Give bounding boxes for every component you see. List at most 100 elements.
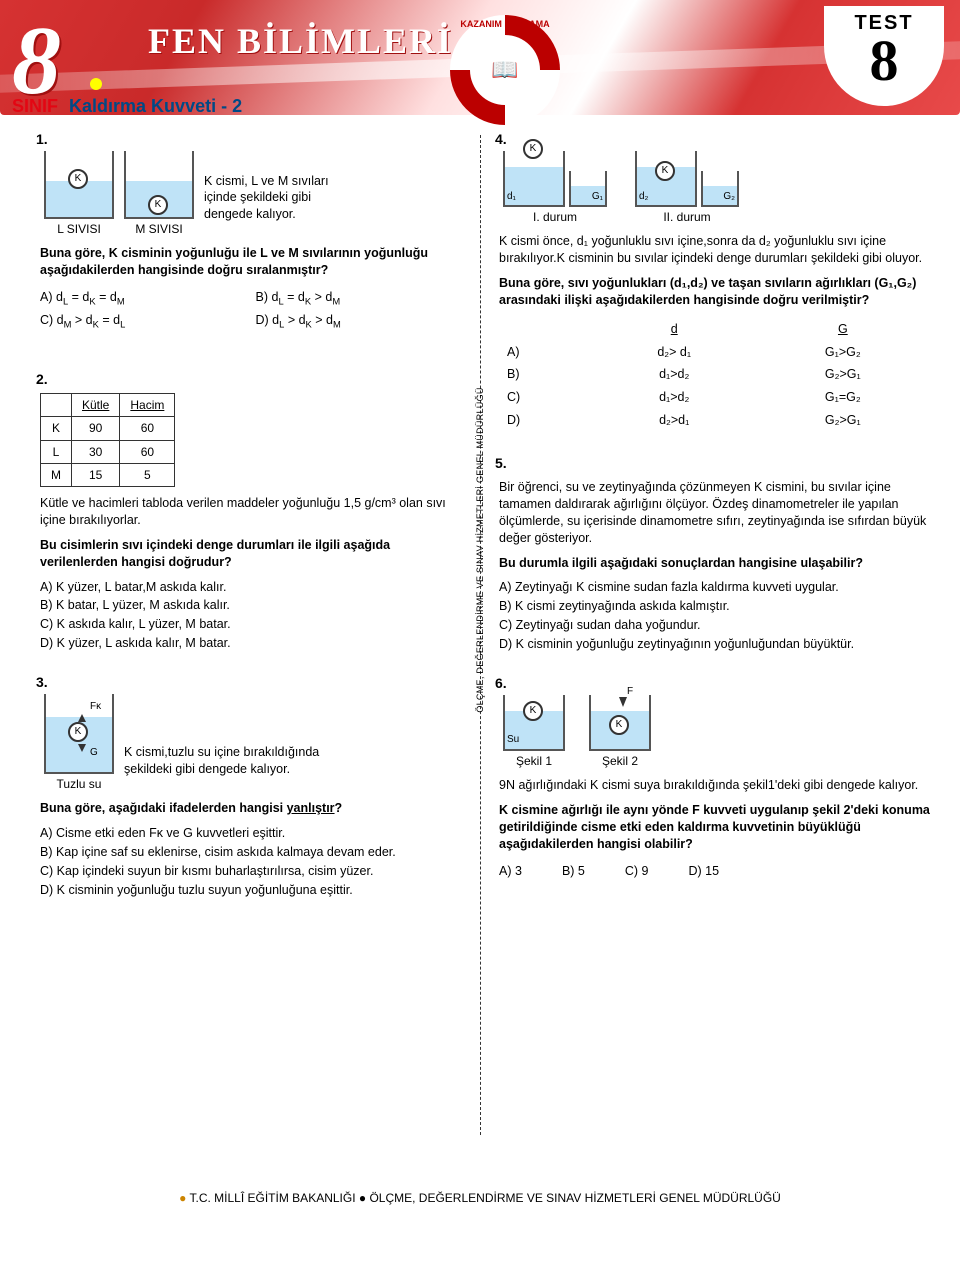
q1-optA: A) dL = dK = dM: [40, 289, 256, 308]
q6-number: 6.: [495, 675, 930, 691]
q4-prompt: Buna göre, sıvı yoğunlukları (d₁,d₂) ve …: [499, 275, 930, 309]
q4-durum1: I. durum: [503, 209, 607, 225]
q2-text1: Kütle ve hacimleri tabloda verilen madde…: [40, 495, 471, 529]
q1-ball-L: K: [68, 169, 88, 189]
sinif-label: SINIF: [12, 96, 58, 116]
q4-hdr-d: d: [593, 319, 756, 340]
q1-beaker-M: K M SIVISI: [124, 151, 194, 237]
arrow-down-icon: [619, 697, 627, 707]
q3-optD: D) K cisminin yoğunluğu tuzlu suyun yoğu…: [40, 882, 471, 899]
q2-options: A) K yüzer, L batar,M askıda kalır. B) K…: [40, 579, 471, 653]
q2-th0: [41, 394, 72, 417]
vertical-ministry-label: ÖLÇME, DEĞERLENDİRME VE SINAV HİZMETLERİ…: [475, 387, 485, 712]
arrow-up-icon: [78, 714, 86, 722]
q3-liquid-label: Tuzlu su: [44, 776, 114, 792]
table-row: L3060: [41, 440, 175, 463]
q3-prompt: Buna göre, aşağıdaki ifadelerden hangisi…: [40, 800, 471, 817]
q6-beaker2: K F Şekil 2: [589, 695, 651, 769]
q6-ball2: K: [609, 715, 629, 735]
q4-number: 4.: [495, 131, 930, 147]
q1-beaker-L: K L SIVISI: [44, 151, 114, 237]
table-row: K9060: [41, 417, 175, 440]
q5-optA: A) Zeytinyağı K cismine sudan fazla kald…: [499, 579, 930, 596]
cell: M: [41, 463, 72, 486]
q1-ball-M: K: [148, 195, 168, 215]
cell: 15: [72, 463, 120, 486]
q2-table: Kütle Hacim K9060 L3060 M155: [40, 393, 175, 487]
cell: d₁>d₂: [593, 364, 756, 385]
q4-ball2: K: [655, 161, 675, 181]
q5-options: A) Zeytinyağı K cismine sudan fazla kald…: [499, 579, 930, 653]
q2-optD: D) K yüzer, L askıda kalır, M batar.: [40, 635, 471, 652]
cell: 30: [72, 440, 120, 463]
q6-beaker1: K Su Şekil 1: [503, 695, 565, 769]
q6-optB: B) 5: [562, 863, 585, 880]
q1-optD: D) dL > dK > dM: [256, 312, 472, 331]
q6-text1: 9N ağırlığındaki K cismi suya bırakıldığ…: [499, 777, 930, 794]
q4-setup1: K d₁ G₁ I. durum: [503, 151, 607, 225]
q6-f: F: [627, 685, 633, 699]
q2-body: Kütle Hacim K9060 L3060 M155 Kütle ve ha…: [36, 393, 471, 652]
table-row: M155: [41, 463, 175, 486]
badge-text: KAZANIM KAVRAMA: [450, 15, 560, 125]
cell: C): [501, 387, 591, 408]
q4-figure: K d₁ G₁ I. durum: [503, 151, 930, 225]
q4-durum2: II. durum: [635, 209, 739, 225]
q4-text1: K cismi önce, d₁ yoğunluklu sıvı içine,s…: [499, 233, 930, 267]
q5-optB: B) K cismi zeytinyağında askıda kalmıştı…: [499, 598, 930, 615]
q4-d1: d₁: [507, 190, 516, 204]
q1-beaker-L-label: L SIVISI: [44, 221, 114, 237]
cell: G₁>G₂: [758, 342, 928, 363]
q3-fk: Fᴋ: [90, 700, 101, 714]
q4-body: K d₁ G₁ I. durum: [495, 151, 930, 433]
q1-body: K L SIVISI K M SIVISI K cismi, L ve M sı…: [36, 151, 471, 333]
cell: L: [41, 440, 72, 463]
right-column: 4. K d₁ G: [483, 125, 942, 1145]
q5-prompt: Bu durumla ilgili aşağıdaki sonuçlardan …: [499, 555, 930, 572]
footer-text: T.C. MİLLÎ EĞİTİM BAKANLIĞI ● ÖLÇME, DEĞ…: [190, 1191, 781, 1205]
q3-figure: K Fᴋ G Tuzlu su K cismi,tuzlu su içine b…: [44, 694, 471, 792]
topic-title: Kaldırma Kuvveti - 2: [69, 96, 242, 116]
cell: 90: [72, 417, 120, 440]
q3-optB: B) Kap içine saf su eklenirse, cisim ask…: [40, 844, 471, 861]
q4-ball1: K: [523, 139, 543, 159]
cell: A): [501, 342, 591, 363]
q6-figure: K Su Şekil 1 K F Şe: [503, 695, 930, 769]
footer: ● T.C. MİLLÎ EĞİTİM BAKANLIĞI ● ÖLÇME, D…: [0, 1191, 960, 1205]
q1-optC: C) dM > dK = dL: [40, 312, 256, 331]
q4-hdr-g: G: [758, 319, 928, 340]
q4-g1: G₁: [592, 190, 603, 204]
q1-beaker-M-label: M SIVISI: [124, 221, 194, 237]
q1-figure: K L SIVISI K M SIVISI K cismi, L ve M sı…: [44, 151, 471, 237]
q3-number: 3.: [36, 674, 471, 690]
q3-side-text: K cismi,tuzlu su içine bırakıldığında şe…: [124, 744, 354, 792]
grade-number: 8: [12, 22, 61, 100]
q2-number: 2.: [36, 371, 471, 387]
cell: d₂> d₁: [593, 342, 756, 363]
q2-prompt: Bu cisimlerin sıvı içindeki denge duruml…: [40, 537, 471, 571]
q6-optD: D) 15: [689, 863, 720, 880]
q6-prompt: K cismine ağırlığı ile aynı yönde F kuvv…: [499, 802, 930, 853]
bullet-icon: ●: [179, 1191, 186, 1205]
q6-body: K Su Şekil 1 K F Şe: [495, 695, 930, 882]
question-2: 2. Kütle Hacim K9060 L3060 M155 Kütle ve…: [36, 371, 471, 652]
q3-underline: yanlıştır: [287, 801, 335, 815]
q5-optD: D) K cisminin yoğunluğu zeytinyağının yo…: [499, 636, 930, 653]
test-badge: TEST 8: [824, 6, 944, 106]
table-row: C)d₁>d₂G₁=G₂: [501, 387, 928, 408]
cell: K: [41, 417, 72, 440]
cell: 5: [120, 463, 175, 486]
cell: G₂>G₁: [758, 410, 928, 431]
q3-optC: C) Kap içindeki suyun bir kısmı buharlaş…: [40, 863, 471, 880]
q1-side-text: K cismi, L ve M sıvıları içinde şekildek…: [204, 173, 334, 238]
cell: d₁>d₂: [593, 387, 756, 408]
q3-optA: A) Cisme etki eden Fᴋ ve G kuvvetleri eş…: [40, 825, 471, 842]
q6-s2: Şekil 2: [589, 753, 651, 769]
q5-number: 5.: [495, 455, 930, 471]
arrow-down-icon: [78, 744, 86, 752]
page: 8 FEN BİLİMLERİ 📖 KAZANIM KAVRAMA TEST 8…: [0, 0, 960, 1215]
q4-answer-table: dG A)d₂> d₁G₁>G₂ B)d₁>d₂G₂>G₁ C)d₁>d₂G₁=…: [499, 317, 930, 433]
q4-setup2: K d₂ G₂ II. durum: [635, 151, 739, 225]
q1-optB: B) dL = dK > dM: [256, 289, 472, 308]
q6-optA: A) 3: [499, 863, 522, 880]
